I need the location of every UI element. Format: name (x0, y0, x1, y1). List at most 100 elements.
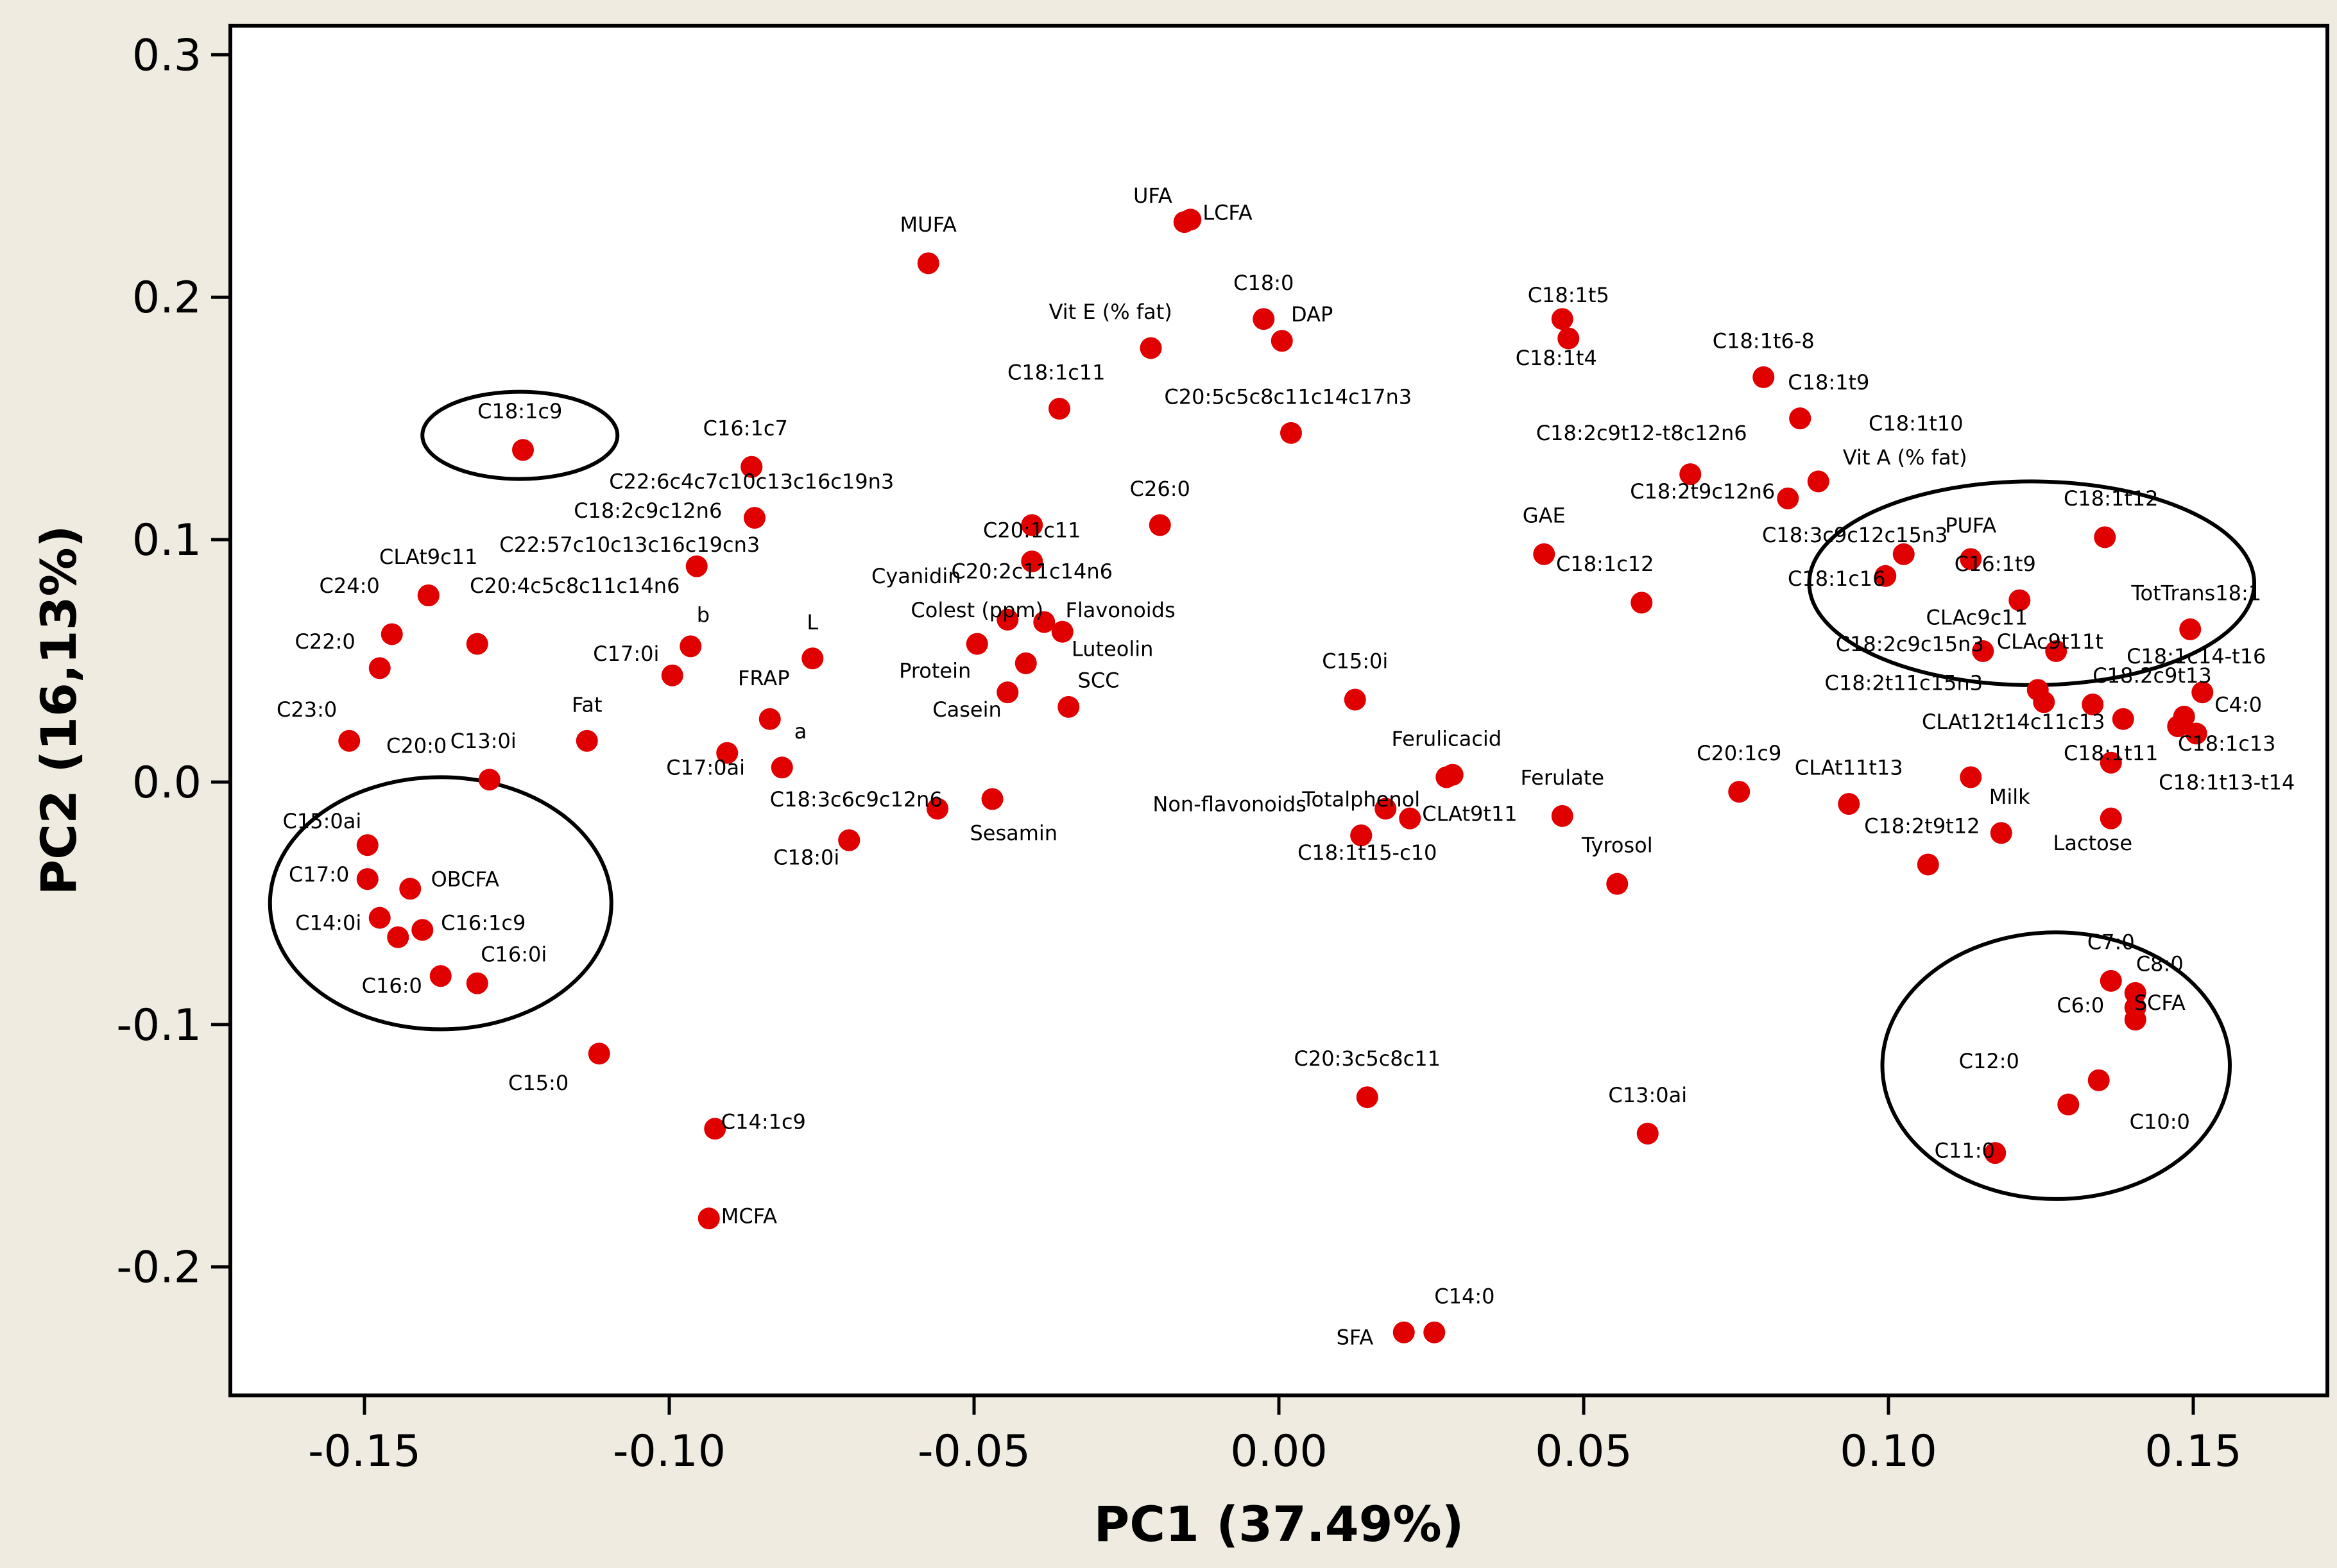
data-point-label: C4:0 (2214, 692, 2262, 717)
data-point (740, 456, 763, 478)
data-point (1392, 1321, 1415, 1343)
data-point-label: C8:0 (2136, 952, 2184, 976)
data-point-label: C22:6c4c7c10c13c16c19n3 (609, 470, 894, 494)
data-point (758, 708, 781, 730)
data-point (1179, 209, 1202, 231)
data-point (1399, 807, 1421, 830)
x-tick-label: -0.15 (308, 1426, 421, 1477)
data-point (2100, 969, 2122, 992)
y-tick-label: -0.2 (116, 1243, 201, 1293)
data-point-label: Vit E (% fat) (1049, 300, 1172, 324)
data-point-label: SCC (1078, 669, 1120, 693)
data-point-label: Ferulicacid (1391, 726, 1502, 751)
data-point (997, 681, 1019, 704)
data-point (1838, 792, 1860, 815)
data-point-label: Casein (932, 697, 1001, 722)
data-point-label: UFA (1133, 183, 1172, 208)
data-point-label: CLAc9t11t (1997, 629, 2103, 654)
data-point-label: a (794, 719, 807, 744)
data-point-label: C18:1c11 (1007, 361, 1106, 385)
data-point (417, 584, 440, 607)
data-point (368, 907, 391, 929)
data-point (1874, 565, 1897, 587)
data-point-label: C18:1c14-t16 (2127, 644, 2266, 669)
data-point (356, 834, 379, 856)
data-point-label: C18:1t4 (1516, 346, 1597, 370)
data-point (704, 1118, 726, 1140)
data-point (1752, 366, 1775, 388)
data-point (2191, 681, 2214, 704)
data-point (1984, 1142, 2007, 1164)
data-point (1557, 327, 1580, 350)
data-point-label: C17:0i (593, 642, 659, 666)
x-tick-label: -0.10 (613, 1426, 726, 1477)
data-point-label: C18:2t9t12 (1864, 814, 1980, 838)
data-point-label: C7:0 (2087, 930, 2135, 955)
data-point (2185, 722, 2207, 745)
data-point (1253, 308, 1275, 330)
data-point (1057, 695, 1080, 718)
data-point-label: L (807, 610, 818, 635)
y-tick-label: 0.3 (132, 30, 201, 81)
data-point-label: CLAt12t14c11c13 (1922, 710, 2105, 734)
data-point-label: C22:57c10c13c16c19cn3 (499, 533, 760, 557)
data-point-label: C13:0ai (1608, 1083, 1687, 1107)
data-point-label: C22:0 (295, 629, 355, 654)
data-point-label: C18:1c12 (1556, 552, 1654, 576)
data-point-label: C26:0 (1130, 477, 1190, 501)
data-point-label: C15:0 (508, 1071, 569, 1095)
data-point (1777, 487, 1799, 509)
data-point (338, 729, 361, 752)
data-point-label: LCFA (1203, 200, 1253, 225)
data-point (429, 965, 452, 987)
data-point-label: C16:0 (362, 974, 422, 998)
plot-area (228, 24, 2329, 1397)
data-point-label: SCFA (2134, 991, 2186, 1015)
data-point-label: Colest (ppm) (911, 598, 1043, 622)
data-point (1551, 805, 1573, 827)
data-point (368, 657, 391, 679)
data-point (1631, 592, 1653, 614)
x-tick-label: -0.05 (918, 1426, 1031, 1477)
data-point-label: Tyrosol (1581, 833, 1653, 858)
data-point-label: C18:2c9t13 (2093, 663, 2211, 688)
data-point (356, 868, 379, 891)
data-point-label: C18:1c13 (2178, 731, 2276, 756)
data-point-label: C12:0 (1959, 1049, 2019, 1073)
data-point-label: C17:0ai (666, 756, 745, 780)
data-point (2045, 640, 2067, 662)
data-point-label: Cyanidin (871, 564, 961, 588)
data-point (1990, 822, 2012, 844)
data-point (771, 756, 793, 779)
data-point-label: C18:2c9c15n3 (1836, 632, 1984, 656)
data-point-label: Milk (1989, 785, 2030, 809)
data-point-label: C18:1t6-8 (1713, 329, 1815, 354)
data-point-label: C14:0 (1434, 1284, 1494, 1308)
data-point (1423, 1321, 1446, 1343)
data-point (1033, 611, 1056, 633)
data-point (2112, 708, 2134, 730)
data-point-label: C16:0i (481, 942, 547, 967)
data-point (1280, 422, 1302, 444)
data-point (1972, 640, 1994, 662)
data-point (716, 742, 739, 764)
data-point (1789, 407, 1811, 430)
data-point-label: b (697, 603, 710, 627)
y-tick-label: 0.1 (132, 515, 201, 566)
data-point-label: C18:3c6c9c12n6 (770, 787, 943, 812)
data-point-label: Lactose (2053, 831, 2132, 855)
data-point-label: CLAt11t13 (1795, 756, 1903, 780)
data-point (966, 633, 988, 655)
data-point (1051, 620, 1074, 643)
data-point-label: C15:0i (1322, 649, 1388, 673)
data-point (478, 769, 501, 791)
data-point-label: C18:1t9 (1788, 370, 1869, 395)
data-point (981, 788, 1004, 810)
data-point-label: Luteolin (1072, 636, 1153, 661)
data-point (399, 878, 422, 900)
y-tick-label: 0.2 (132, 273, 201, 323)
data-point (1636, 1122, 1659, 1145)
data-point-label: C6:0 (2057, 993, 2104, 1018)
data-point (2124, 1009, 2146, 1031)
